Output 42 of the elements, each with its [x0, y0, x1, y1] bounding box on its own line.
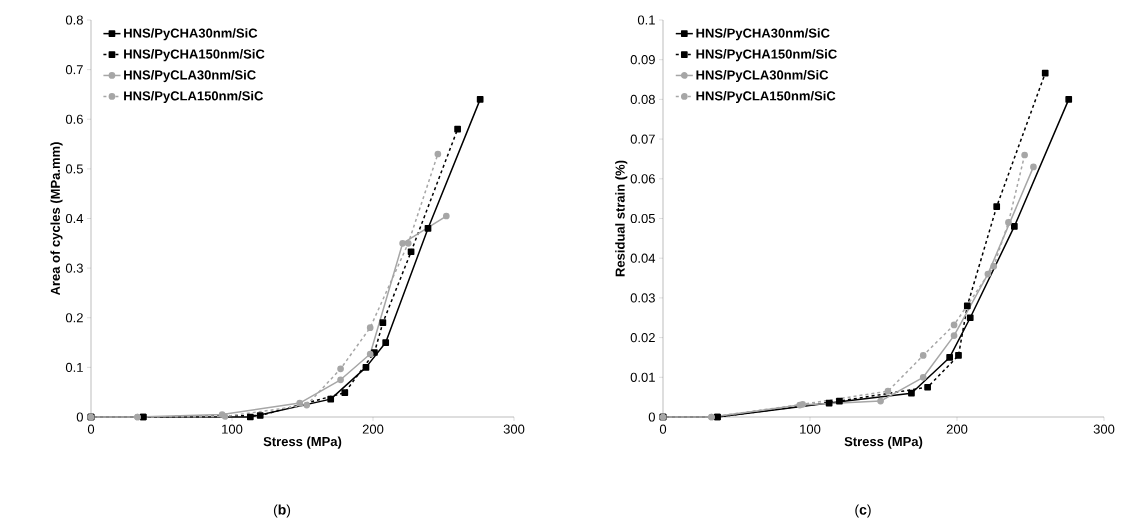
x-tick-label: 300	[503, 424, 525, 434]
y-tick-label: 0.5	[65, 164, 83, 174]
y-tick-label: 0.8	[65, 15, 83, 25]
y-axis-title: Residual strain (%)	[615, 160, 628, 277]
y-tick-label: 0.05	[630, 213, 655, 224]
x-tick-label: 300	[1093, 424, 1115, 434]
y-tick-label: 0.1	[65, 362, 83, 372]
text: (c)	[855, 504, 871, 518]
x-tick-label: 0	[87, 424, 95, 434]
x-axis-title: Stress (MPa)	[263, 436, 342, 449]
y-tick-label: 0.09	[630, 55, 655, 65]
y-tick-label: 0	[648, 412, 655, 422]
y-tick-label: 0.1	[637, 15, 655, 25]
legend-label: HNS/PyCLA150nm/SiC	[696, 90, 836, 104]
x-tick-label: 100	[222, 424, 243, 434]
legend-label: HNS/PyCLA30nm/SiC	[124, 70, 256, 83]
y-tick-label: 0.07	[630, 134, 655, 144]
y-tick-label: 0.2	[65, 313, 83, 323]
y-tick-label: 0.3	[65, 263, 83, 273]
text: (b)	[273, 504, 291, 518]
y-tick-label: 0.06	[630, 174, 655, 184]
legend-label: HNS/PyCHA150nm/SiC	[696, 49, 837, 62]
x-tick-label: 100	[800, 424, 821, 434]
y-tick-label: 0.02	[630, 332, 655, 343]
legend-label: HNS/PyCHA30nm/SiC	[696, 28, 830, 41]
x-tick-label: 0	[659, 424, 667, 434]
legend-label: HNS/PyCHA30nm/SiC	[124, 28, 258, 41]
x-tick-label: 200	[362, 424, 384, 434]
y-tick-label: 0.03	[630, 293, 655, 303]
x-tick-label: 200	[946, 424, 968, 434]
x-axis-title: Stress (MPa)	[844, 436, 923, 449]
legend-label: HNS/PyCLA150nm/SiC	[124, 90, 264, 104]
y-tick-label: 0.7	[65, 65, 83, 75]
y-tick-label: 0.01	[630, 372, 655, 382]
y-tick-label: 0.08	[630, 94, 655, 104]
legend-label: HNS/PyCHA150nm/SiC	[124, 49, 265, 62]
y-tick-label: 0.04	[630, 253, 656, 263]
y-tick-label: 0.6	[65, 114, 83, 124]
y-tick-label: 0.4	[65, 213, 84, 224]
legend-label: HNS/PyCLA30nm/SiC	[696, 70, 829, 83]
y-tick-label: 0	[76, 412, 83, 422]
y-axis-title: Area of cycles (MPa.mm)	[50, 142, 63, 296]
